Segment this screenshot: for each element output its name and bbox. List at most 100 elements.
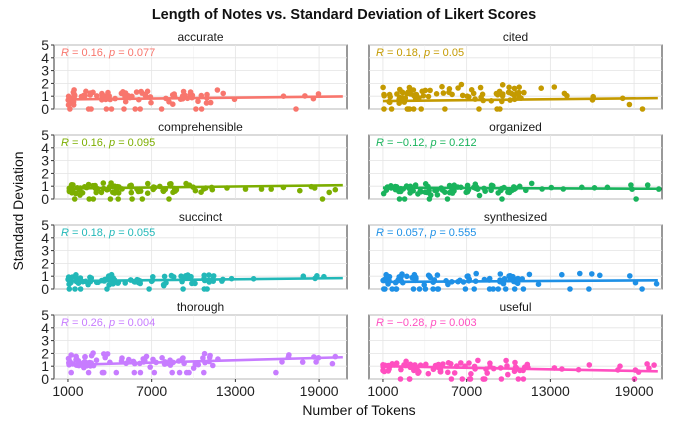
data-point <box>93 189 99 196</box>
data-point <box>512 359 518 366</box>
annotation-part: = −0.12, <box>384 137 430 149</box>
data-point <box>470 90 477 97</box>
regression-line <box>67 276 343 283</box>
data-point <box>159 355 165 361</box>
data-point <box>442 106 448 112</box>
data-point <box>161 273 168 280</box>
correlation-annotation: R = −0.28, p = 0.003 <box>376 317 477 329</box>
data-point <box>425 272 432 279</box>
data-point <box>435 286 442 292</box>
data-point <box>404 273 410 280</box>
data-point <box>201 350 208 357</box>
data-point <box>146 286 152 292</box>
y-tick-label: 5 <box>41 37 49 53</box>
y-tick-label: 3 <box>41 63 49 79</box>
data-point <box>535 281 542 288</box>
data-point <box>393 286 400 292</box>
annotation-part: = 0.05 <box>430 47 464 59</box>
data-point <box>418 189 424 195</box>
annotation-part: R <box>61 137 69 149</box>
panel-useful: useful R = −0.28, p = 0.003 1000 7000 13000 1… <box>367 300 663 399</box>
data-point <box>526 271 533 278</box>
data-point <box>210 273 217 279</box>
data-point <box>445 360 452 366</box>
data-point <box>180 88 187 95</box>
data-point <box>434 272 441 278</box>
data-point <box>150 356 156 363</box>
data-point <box>433 91 440 97</box>
data-point <box>404 90 410 97</box>
panel-frame <box>53 314 348 380</box>
data-point <box>113 369 120 376</box>
y-axis-label: Standard Deviation <box>10 151 26 270</box>
data-point <box>468 371 474 377</box>
panel-synthesized: synthesized R = 0.057, p = 0.555 <box>368 210 663 292</box>
data-point <box>90 350 96 356</box>
data-point <box>68 182 75 188</box>
regression-line <box>382 96 658 103</box>
annotation-part: = 0.26, <box>69 317 109 329</box>
annotation-part: R <box>376 317 384 329</box>
data-point <box>408 87 414 93</box>
data-point <box>150 274 156 280</box>
data-point <box>394 91 400 97</box>
data-point <box>430 286 436 292</box>
data-point <box>412 182 419 188</box>
data-point <box>180 286 186 292</box>
data-point <box>498 376 505 382</box>
data-point <box>85 369 92 376</box>
data-point <box>617 363 623 370</box>
data-point <box>449 91 455 98</box>
data-point <box>511 85 518 92</box>
annotation-part: = 0.055 <box>115 227 155 239</box>
data-point <box>73 272 79 278</box>
data-point <box>143 353 150 360</box>
data-point <box>206 272 212 278</box>
y-tick-label: 3 <box>41 333 49 349</box>
data-point <box>401 196 408 202</box>
data-point <box>455 85 461 91</box>
data-point <box>486 286 493 292</box>
data-point <box>145 180 151 187</box>
y-tick-label: 1 <box>41 178 49 194</box>
data-point <box>577 270 583 277</box>
data-point <box>465 273 471 279</box>
data-point <box>506 189 513 196</box>
correlation-annotation: R = 0.18, p = 0.055 <box>61 227 155 239</box>
data-point <box>495 90 502 97</box>
annotation-part: R <box>376 137 384 149</box>
data-point <box>506 84 512 91</box>
y-tick-label: 3 <box>41 153 49 169</box>
data-point <box>476 192 483 199</box>
x-tick-label: 1000 <box>367 383 398 399</box>
data-point <box>459 376 466 382</box>
data-point <box>147 364 153 370</box>
annotation-part: p <box>108 137 115 149</box>
data-point <box>201 369 207 376</box>
data-point <box>511 286 518 292</box>
regression-line <box>67 183 343 190</box>
annotation-part: = 0.16, <box>69 47 109 59</box>
data-point <box>315 91 322 97</box>
data-point <box>82 353 88 360</box>
panel-strip-label: accurate <box>177 30 223 44</box>
data-point <box>440 361 446 367</box>
data-point <box>107 196 114 202</box>
annotation-part: p <box>429 227 436 239</box>
data-point <box>104 351 111 357</box>
data-point <box>499 196 505 202</box>
data-point <box>502 286 509 292</box>
data-point <box>398 366 404 373</box>
data-point <box>193 106 199 112</box>
data-point <box>160 281 167 288</box>
annotation-part: p <box>429 317 436 329</box>
data-point <box>90 89 96 96</box>
data-point <box>381 368 388 375</box>
x-tick-label: 1000 <box>52 383 83 399</box>
data-point <box>214 87 221 93</box>
data-point <box>72 286 78 292</box>
